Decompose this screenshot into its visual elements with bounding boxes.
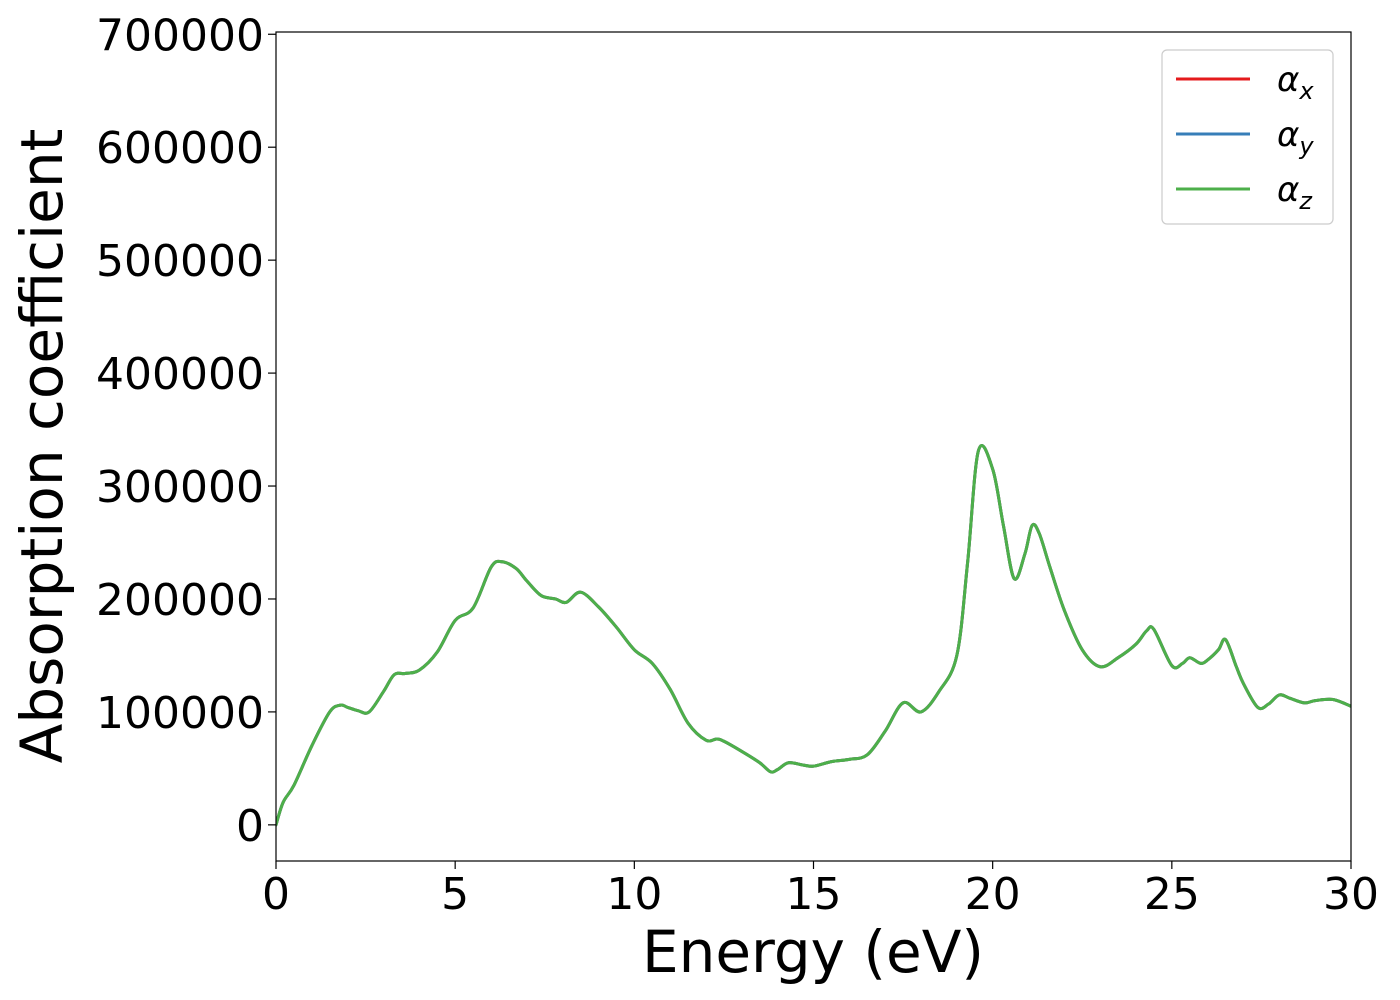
x-tick-label: 10: [606, 869, 662, 920]
legend-symbol: α: [1277, 115, 1299, 155]
series-line-y-1: [276, 444, 1351, 827]
y-axis-title: Absorption coefficient: [8, 129, 76, 764]
legend-box: [1161, 49, 1334, 225]
legend-subscript: z: [1298, 187, 1313, 215]
legend-subscript: x: [1298, 77, 1314, 105]
y-tick-label: 400000: [96, 349, 264, 400]
y-tick-label: 200000: [96, 575, 264, 626]
series-layer: [276, 444, 1351, 827]
legend-symbol: α: [1277, 60, 1299, 100]
y-tick-label: 100000: [96, 688, 264, 739]
legend-symbol: α: [1277, 170, 1299, 210]
y-tick-label: 700000: [96, 10, 264, 61]
x-tick-label: 5: [441, 869, 469, 920]
legend-subscript: y: [1298, 132, 1314, 160]
series-line-x-0: [276, 444, 1351, 827]
x-tick-label: 15: [786, 869, 842, 920]
series-line-z-2: [276, 444, 1351, 827]
y-tick-label: 300000: [96, 462, 264, 513]
y-tick-label: 0: [236, 801, 264, 852]
x-tick-label: 25: [1144, 869, 1200, 920]
x-tick-label: 30: [1323, 869, 1379, 920]
legend-label-y: αy: [1277, 115, 1314, 160]
x-axis-title: Energy (eV): [642, 918, 984, 986]
axes-layer: 0 5 10 15 20 25 30 0 100000 200000 300000 400000 500…: [96, 10, 1379, 920]
legend-label-z: αz: [1277, 170, 1313, 215]
x-tick-label: 20: [965, 869, 1021, 920]
y-tick-label: 600000: [96, 123, 264, 174]
y-tick-label: 500000: [96, 236, 264, 287]
legend-label-x: αx: [1277, 60, 1314, 105]
x-tick-label: 0: [262, 869, 290, 920]
